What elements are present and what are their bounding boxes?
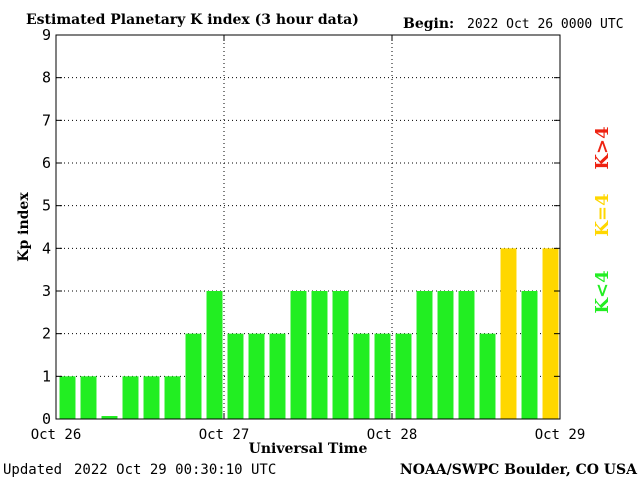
kp-bar bbox=[416, 291, 433, 419]
kp-bar bbox=[437, 291, 454, 419]
kp-bar bbox=[227, 333, 244, 419]
plot-frame bbox=[55, 34, 561, 420]
kp-bar bbox=[521, 291, 538, 419]
x-tick-label: Oct 29 bbox=[535, 427, 586, 443]
kp-bar bbox=[353, 333, 370, 419]
legend-k-equal-4: K=4 bbox=[592, 193, 613, 236]
kp-bar bbox=[332, 291, 349, 419]
begin-value: 2022 Oct 26 0000 UTC bbox=[467, 17, 624, 32]
y-tick-label: 6 bbox=[42, 154, 51, 172]
x-axis-label: Universal Time bbox=[249, 441, 368, 457]
kp-bar bbox=[458, 291, 475, 419]
y-tick-label: 4 bbox=[42, 239, 51, 257]
y-tick-label: 0 bbox=[42, 410, 51, 428]
kp-bar bbox=[206, 291, 223, 419]
kp-bar bbox=[80, 376, 97, 419]
kp-bar bbox=[101, 416, 118, 419]
kp-bar bbox=[290, 291, 307, 419]
gridlines bbox=[56, 35, 560, 419]
y-axis-label: Kp index bbox=[16, 192, 32, 262]
kp-bar bbox=[395, 333, 412, 419]
x-tick-label: Oct 26 bbox=[31, 427, 82, 443]
updated-label: Updated bbox=[3, 462, 62, 478]
kp-bar bbox=[500, 248, 517, 419]
y-tick-label: 8 bbox=[42, 69, 51, 87]
kp-bar bbox=[479, 333, 496, 419]
y-tick-label: 5 bbox=[42, 197, 51, 215]
y-tick-label: 3 bbox=[42, 282, 51, 300]
kp-bar bbox=[311, 291, 328, 419]
kp-bar bbox=[248, 333, 265, 419]
kp-bar bbox=[269, 333, 286, 419]
x-tick-label: Oct 28 bbox=[367, 427, 418, 443]
y-tick-label: 2 bbox=[42, 325, 51, 343]
kp-bar bbox=[59, 376, 76, 419]
y-tick-label: 7 bbox=[42, 111, 51, 129]
x-tick-label: Oct 27 bbox=[199, 427, 250, 443]
y-tick-label: 9 bbox=[42, 26, 51, 44]
x-axis-ticks: Oct 26 Oct 27 Oct 28 Oct 29 bbox=[31, 35, 586, 443]
legend-k-less-4: K<4 bbox=[592, 270, 613, 313]
kp-bar bbox=[122, 376, 139, 419]
begin-label: Begin: bbox=[403, 16, 454, 32]
bars bbox=[59, 248, 559, 419]
kp-bar bbox=[164, 376, 181, 419]
kp-bar bbox=[143, 376, 160, 419]
kp-bar bbox=[374, 333, 391, 419]
kp-bar bbox=[185, 333, 202, 419]
legend-k-greater-4: K>4 bbox=[592, 126, 613, 169]
chart-title: Estimated Planetary K index (3 hour data… bbox=[26, 12, 359, 28]
updated-value: 2022 Oct 29 00:30:10 UTC bbox=[74, 462, 276, 478]
y-tick-label: 1 bbox=[42, 367, 51, 385]
source-credit: NOAA/SWPC Boulder, CO USA bbox=[400, 462, 638, 478]
